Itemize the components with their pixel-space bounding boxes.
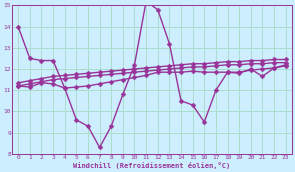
X-axis label: Windchill (Refroidissement éolien,°C): Windchill (Refroidissement éolien,°C) — [73, 162, 231, 169]
